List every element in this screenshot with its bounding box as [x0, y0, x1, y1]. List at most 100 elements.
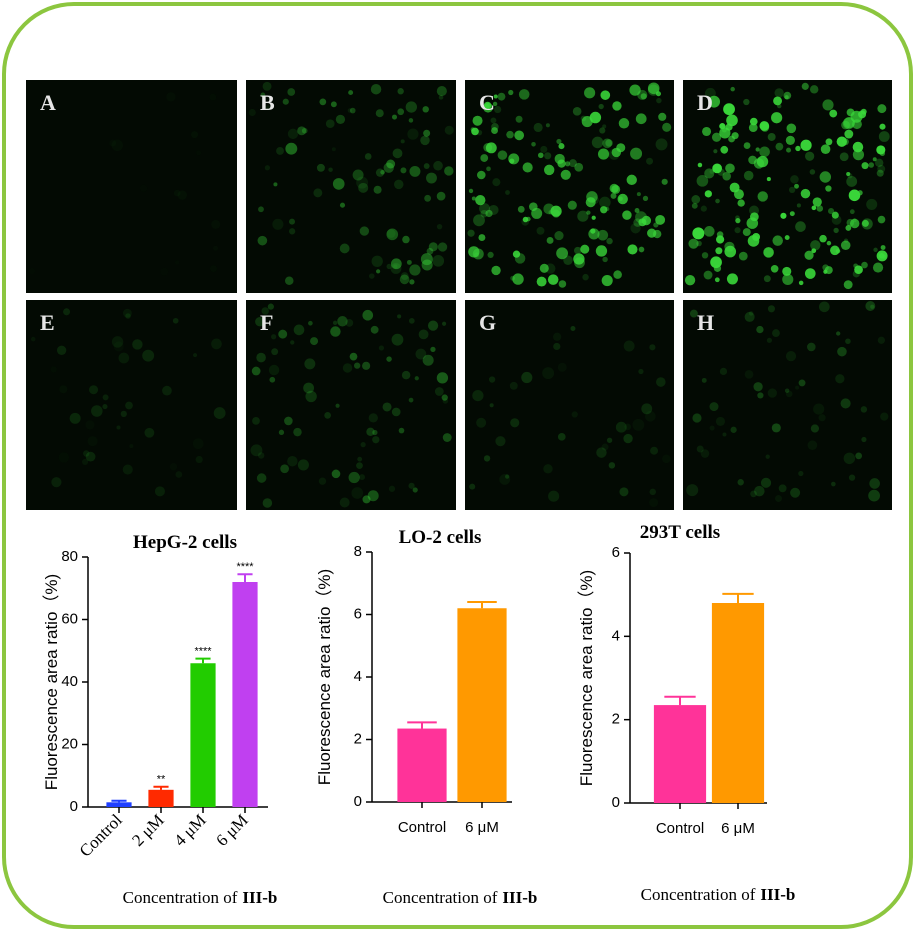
- cell: [175, 471, 183, 478]
- significance: ****: [194, 646, 212, 658]
- cell: [331, 469, 341, 479]
- cell: [861, 261, 868, 269]
- cell: [289, 218, 296, 225]
- cell: [726, 114, 738, 127]
- cell: [872, 262, 884, 273]
- cell: [118, 352, 130, 364]
- cell: [175, 260, 179, 264]
- cell: [284, 416, 293, 426]
- cell: [591, 215, 596, 220]
- cell: [386, 159, 396, 169]
- cell: [542, 367, 555, 380]
- cell: [617, 193, 628, 205]
- x-axis-label: Concentration of III-b: [641, 885, 796, 904]
- cell: [521, 371, 533, 384]
- cell: [59, 385, 67, 393]
- cell: [142, 349, 155, 362]
- x-axis-label-text: Concentration of: [641, 885, 756, 904]
- cell: [352, 169, 364, 181]
- cell: [397, 88, 404, 95]
- cell: [826, 240, 832, 246]
- cell: [472, 248, 484, 260]
- cell: [369, 273, 375, 279]
- cell: [154, 486, 165, 497]
- cell: [853, 263, 858, 269]
- cell: [260, 92, 266, 98]
- cell: [316, 163, 325, 172]
- cell: [714, 277, 720, 283]
- cell: [711, 132, 722, 142]
- cell: [480, 209, 488, 218]
- cell: [717, 168, 725, 176]
- cell: [591, 136, 604, 149]
- cell: [272, 218, 284, 230]
- cell: [536, 276, 547, 287]
- cell: [271, 334, 277, 340]
- cell: [606, 237, 613, 245]
- cell: [432, 254, 445, 267]
- cell: [554, 153, 565, 165]
- significance: ****: [236, 561, 254, 573]
- cell: [816, 205, 824, 212]
- cell: [408, 482, 415, 489]
- cell: [256, 352, 266, 363]
- cell: [162, 385, 172, 396]
- x-axis-label-text: Concentration of: [123, 888, 238, 907]
- cell: [798, 470, 804, 477]
- cell: [642, 195, 649, 202]
- cell: [638, 368, 644, 375]
- cell: [491, 265, 501, 276]
- cell: [386, 229, 396, 238]
- cell: [724, 245, 737, 258]
- cell: [335, 403, 340, 408]
- cell: [813, 403, 825, 415]
- cell: [571, 411, 578, 418]
- cell: [750, 490, 757, 498]
- cell: [861, 436, 867, 443]
- cell: [375, 109, 384, 118]
- cell: [710, 256, 722, 269]
- cell: [700, 205, 707, 212]
- cell: [261, 307, 269, 315]
- cell: [308, 320, 313, 326]
- cell: [358, 182, 369, 193]
- cell: [722, 171, 731, 181]
- cell: [860, 406, 868, 413]
- cell: [497, 92, 506, 101]
- cell: [442, 398, 449, 404]
- cell: [845, 225, 852, 231]
- cell: [585, 197, 596, 208]
- cell: [774, 88, 784, 98]
- cell: [297, 459, 309, 471]
- cell: [386, 263, 392, 270]
- cell: [753, 382, 763, 392]
- error-bar: [664, 695, 696, 706]
- cell: [109, 140, 116, 147]
- cell: [611, 147, 622, 158]
- cell: [644, 410, 656, 422]
- cell: [877, 164, 886, 173]
- cell: [400, 272, 409, 281]
- micrograph: [246, 80, 456, 293]
- cell: [473, 214, 485, 227]
- cell: [397, 108, 405, 116]
- cell: [766, 337, 772, 343]
- cell: [493, 94, 498, 99]
- cell: [788, 186, 796, 194]
- cell: [424, 194, 432, 202]
- cell: [622, 210, 632, 220]
- cell: [790, 487, 801, 498]
- cell: [842, 117, 855, 130]
- cell: [477, 170, 486, 180]
- cell: [638, 246, 645, 253]
- cell: [724, 241, 735, 252]
- cell: [120, 410, 127, 417]
- cell: [728, 135, 735, 143]
- cell: [540, 145, 548, 153]
- panel-label: C: [479, 90, 495, 115]
- cell: [877, 336, 886, 344]
- cell: [487, 251, 494, 258]
- cell: [618, 118, 630, 129]
- cell: [828, 208, 835, 215]
- cell: [655, 91, 661, 97]
